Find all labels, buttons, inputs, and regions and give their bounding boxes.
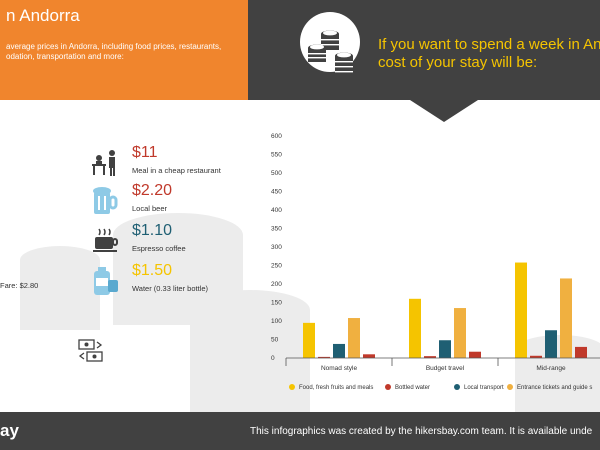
water-bottle-icon xyxy=(94,267,118,295)
legend-marker xyxy=(507,384,513,390)
y-tick-label: 0 xyxy=(271,355,275,362)
y-tick-label: 500 xyxy=(271,170,282,177)
background-coins-decoration xyxy=(20,213,600,412)
x-tick-label: Budget travel xyxy=(426,365,465,372)
bar xyxy=(530,355,542,358)
price-value: $1.10 xyxy=(132,222,173,239)
legend-marker xyxy=(454,384,460,390)
bar xyxy=(560,278,572,358)
y-tick-label: 300 xyxy=(271,244,282,251)
y-tick-label: 200 xyxy=(271,281,282,288)
bar xyxy=(303,322,315,358)
price-label: Meal in a cheap restaurant xyxy=(132,166,221,175)
bar xyxy=(439,340,451,358)
chart-bars xyxy=(303,262,587,358)
y-axis-ticks: 0 50 100 150 200 250 300 350 400 450 500 550 600 xyxy=(271,133,282,362)
bar xyxy=(424,356,436,358)
headline: If you want to spend a week in And cost … xyxy=(378,36,600,72)
bar xyxy=(575,346,587,358)
price-value: $2.20 xyxy=(132,182,173,199)
y-tick-label: 450 xyxy=(271,189,282,196)
legend-label: Bottled water xyxy=(395,385,430,391)
legend-marker xyxy=(385,384,391,390)
price-value: $1.50 xyxy=(132,262,173,279)
legend-label: Local transport xyxy=(464,385,504,391)
headline-line-1: If you want to spend a week in And xyxy=(378,36,600,53)
restaurant-icon xyxy=(92,150,115,176)
bar xyxy=(333,343,345,358)
brand-logo-text: ay xyxy=(0,421,19,440)
legend-label: Entrance tickets and guide s xyxy=(517,385,592,391)
header-orange-panel: n Andorra average prices in Andorra, inc… xyxy=(0,0,248,100)
y-tick-label: 150 xyxy=(271,300,282,307)
fare-text: Fare: $2.80 xyxy=(0,281,39,290)
x-axis-separators xyxy=(285,358,499,366)
page-title: n Andorra xyxy=(6,6,80,25)
beer-mug-icon xyxy=(93,187,118,214)
x-tick-label: Mid-range xyxy=(536,365,566,372)
y-tick-label: 550 xyxy=(271,152,282,159)
price-label: Water (0.33 liter bottle) xyxy=(132,284,208,293)
credit-text: This infographics was created by the hik… xyxy=(250,426,593,437)
bar xyxy=(363,354,375,358)
x-tick-label: Nomad style xyxy=(321,365,358,372)
y-tick-label: 600 xyxy=(271,133,282,140)
bar xyxy=(318,356,330,358)
page-description: average prices in Andorra, including foo… xyxy=(6,42,222,61)
header-notch xyxy=(410,100,478,122)
x-axis-labels: Nomad style Budget travel Mid-range xyxy=(321,365,566,372)
bar xyxy=(348,318,360,358)
y-tick-label: 50 xyxy=(271,337,279,344)
weekly-cost-chart: 0 50 100 150 200 250 300 350 400 450 500 550 600 Nom… xyxy=(271,133,600,391)
chart-legend: Food, fresh fruits and meals Bottled wate… xyxy=(289,384,592,391)
legend-label: Food, fresh fruits and meals xyxy=(299,385,373,391)
bar xyxy=(515,262,527,358)
coins-icon xyxy=(300,12,360,76)
y-tick-label: 350 xyxy=(271,226,282,233)
price-value: $11 xyxy=(132,144,158,161)
price-label: Local beer xyxy=(132,204,168,213)
coffee-cup-icon xyxy=(93,228,118,252)
bar xyxy=(469,351,481,358)
y-tick-label: 400 xyxy=(271,207,282,214)
y-tick-label: 100 xyxy=(271,318,282,325)
footer-bar: ay This infographics was created by the … xyxy=(0,412,600,450)
headline-line-2: cost of your stay will be: xyxy=(378,54,538,71)
price-label: Espresso coffee xyxy=(132,244,186,253)
legend-marker xyxy=(289,384,295,390)
y-tick-label: 250 xyxy=(271,263,282,270)
bar xyxy=(545,330,557,358)
money-exchange-icon xyxy=(78,339,103,362)
bar xyxy=(454,308,466,358)
bar xyxy=(409,298,421,358)
